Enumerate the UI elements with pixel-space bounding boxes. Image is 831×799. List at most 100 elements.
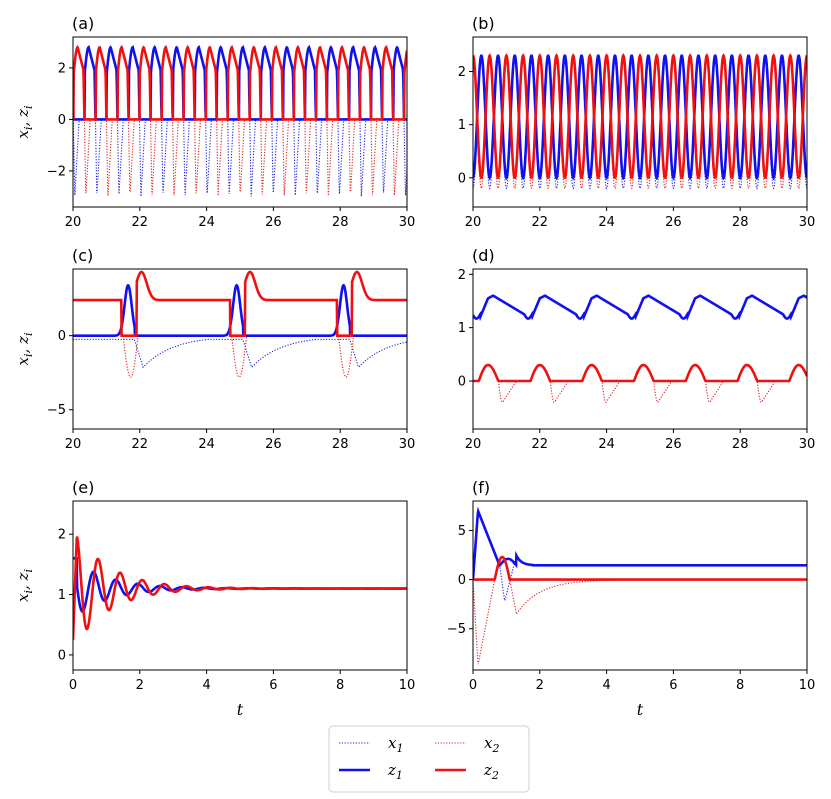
series-z2-line-e bbox=[73, 536, 407, 640]
y-tick-label: 2 bbox=[58, 61, 66, 76]
x-tick-label: 6 bbox=[269, 678, 277, 693]
x-tick-label: 4 bbox=[202, 678, 210, 693]
series-z1-line-c bbox=[73, 283, 407, 337]
y-tick-label: 1 bbox=[58, 588, 66, 603]
y-tick-label: 1 bbox=[458, 118, 466, 133]
x-tick-label: 0 bbox=[69, 678, 77, 693]
x-tick-label: 26 bbox=[665, 215, 682, 230]
x-tick-label: 20 bbox=[65, 437, 82, 452]
series-z2-line-b bbox=[473, 53, 807, 179]
x-tick-label: 30 bbox=[399, 215, 416, 230]
x-tick-label: 8 bbox=[736, 678, 744, 693]
x-tick-label: 4 bbox=[602, 678, 610, 693]
panel-a: 20 22 24 26 28 30 −2 0 2 (a) xi, zi bbox=[14, 14, 415, 230]
x-tick-label: 0 bbox=[469, 678, 477, 693]
series-x1-line-f bbox=[473, 509, 807, 602]
x-tick-label: 20 bbox=[465, 215, 482, 230]
legend-box bbox=[328, 725, 530, 793]
x-tick-label: 8 bbox=[336, 678, 344, 693]
legend-label-x2: x2 bbox=[484, 734, 499, 755]
y-tick-label: 2 bbox=[58, 528, 66, 543]
axes-frame bbox=[472, 500, 808, 671]
series-x1-line-e bbox=[73, 557, 407, 612]
x-tick-label: 10 bbox=[399, 678, 416, 693]
panel-label: (b) bbox=[472, 14, 495, 33]
panel-label: (a) bbox=[72, 14, 94, 33]
y-tick-label: 0 bbox=[458, 573, 466, 588]
panel-f: 0 2 4 6 8 10 −5 0 5 (f) t bbox=[447, 478, 815, 719]
y-tick-label: 5 bbox=[458, 524, 466, 539]
series-x2-line-a bbox=[73, 46, 407, 196]
x-tick-label: 28 bbox=[332, 215, 349, 230]
x-tick-label: 28 bbox=[732, 215, 749, 230]
legend: x1 x2 z1 z2 bbox=[328, 725, 530, 793]
legend-label-z1: z1 bbox=[387, 761, 403, 782]
panel-c: 20 22 24 26 28 30 −5 0 (c) xi, zi bbox=[14, 246, 415, 452]
legend-label-z2: z2 bbox=[483, 761, 499, 782]
panel-e: 0 2 4 6 8 10 0 1 2 (e) xi, zi t bbox=[14, 478, 415, 719]
x-tick-label: 28 bbox=[332, 437, 349, 452]
x-tick-label: 24 bbox=[598, 215, 615, 230]
x-tick-label: 22 bbox=[132, 215, 149, 230]
axes-frame bbox=[472, 36, 808, 208]
series-z1-line-a bbox=[73, 44, 407, 121]
x-tick-label: 30 bbox=[799, 437, 816, 452]
y-tick-label: 0 bbox=[58, 113, 66, 128]
axes-frame bbox=[72, 36, 408, 208]
y-tick-label: −5 bbox=[47, 403, 66, 418]
x-tick-label: 20 bbox=[465, 437, 482, 452]
y-tick-label: 1 bbox=[458, 321, 466, 336]
x-tick-label: 24 bbox=[198, 215, 215, 230]
y-tick-label: 2 bbox=[458, 268, 466, 283]
series-z2-line-c bbox=[73, 270, 407, 337]
series-z1-line-f bbox=[473, 506, 807, 580]
y-tick-label: 0 bbox=[58, 329, 66, 344]
x-tick-label: 22 bbox=[532, 215, 549, 230]
series-x2-line-c bbox=[73, 335, 407, 378]
x-tick-label: 10 bbox=[799, 678, 816, 693]
y-tick-label: 0 bbox=[458, 375, 466, 390]
series-z2-line-d bbox=[473, 363, 807, 383]
x-tick-label: 30 bbox=[799, 215, 816, 230]
y-tick-label: 0 bbox=[58, 648, 66, 663]
x-tick-label: 30 bbox=[399, 437, 416, 452]
series-x2-line-f bbox=[473, 556, 807, 665]
x-tick-label: 24 bbox=[598, 437, 615, 452]
x-axis-label: t bbox=[637, 700, 644, 719]
panel-d: 20 22 24 26 28 30 0 1 2 (d) bbox=[458, 246, 816, 452]
legend-label-x1: x1 bbox=[388, 734, 403, 755]
x-tick-label: 6 bbox=[669, 678, 677, 693]
x-tick-label: 22 bbox=[532, 437, 549, 452]
y-tick-label: 2 bbox=[458, 65, 466, 80]
y-tick-label: −2 bbox=[47, 164, 66, 179]
y-axis-label: xi, zi bbox=[14, 333, 35, 366]
axes-frame bbox=[72, 500, 408, 671]
panel-label: (e) bbox=[72, 478, 94, 497]
series-z2-line-f bbox=[473, 555, 807, 581]
y-axis-label: xi, zi bbox=[14, 569, 35, 602]
axes-frame bbox=[472, 268, 808, 430]
x-axis-label: t bbox=[237, 700, 244, 719]
y-tick-label: 0 bbox=[458, 171, 466, 186]
panel-label: (c) bbox=[72, 246, 93, 265]
axes-frame bbox=[72, 268, 408, 430]
series-z1-line-b bbox=[473, 54, 807, 181]
x-tick-label: 24 bbox=[198, 437, 215, 452]
panel-label: (d) bbox=[472, 246, 495, 265]
y-axis-label: xi, zi bbox=[14, 106, 35, 139]
x-tick-label: 26 bbox=[265, 215, 282, 230]
x-tick-label: 20 bbox=[65, 215, 82, 230]
x-tick-label: 28 bbox=[732, 437, 749, 452]
series-x2-line-b bbox=[473, 54, 807, 189]
series-z1-line-e bbox=[73, 557, 407, 613]
x-tick-label: 26 bbox=[665, 437, 682, 452]
panel-label: (f) bbox=[472, 478, 490, 497]
x-tick-label: 2 bbox=[536, 678, 544, 693]
panel-b: 20 22 24 26 28 30 0 1 2 (b) bbox=[458, 14, 816, 230]
series-x2-line-d bbox=[473, 364, 807, 404]
series-z2-line-a bbox=[73, 44, 407, 121]
x-tick-label: 26 bbox=[265, 437, 282, 452]
series-x1-line-b bbox=[473, 55, 807, 190]
x-tick-label: 2 bbox=[136, 678, 144, 693]
